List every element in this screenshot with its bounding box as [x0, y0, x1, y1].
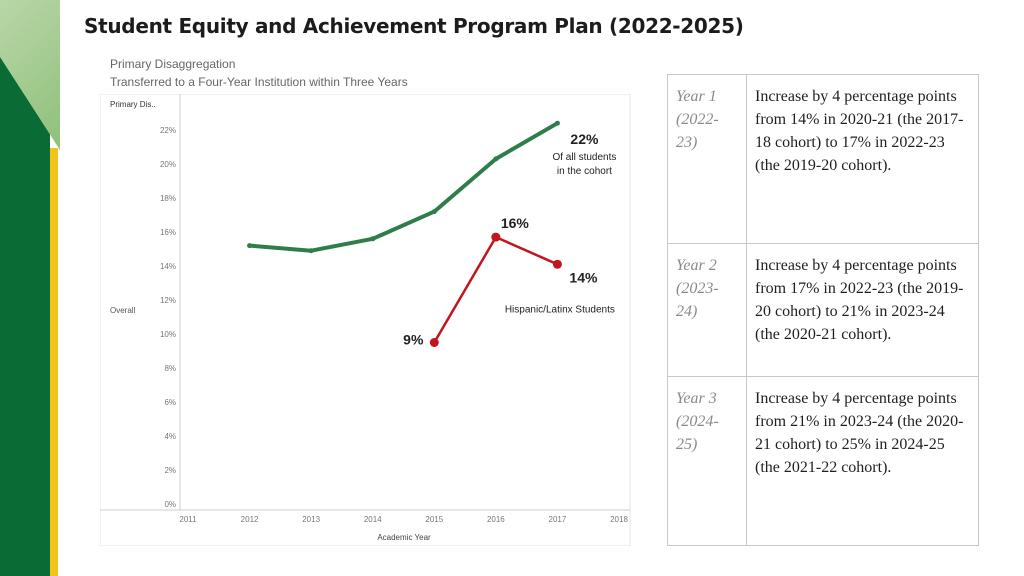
- y-tick-label: 20%: [160, 160, 176, 169]
- goal-row: Year 2 (2023-24) Increase by 4 percentag…: [667, 243, 979, 377]
- goal-text: Increase by 4 percentage points from 14%…: [746, 74, 979, 244]
- series-line-hispanic: [433, 235, 559, 344]
- x-tick-label: 2018: [610, 515, 628, 524]
- series-annotation: Hispanic/Latinx Students: [505, 304, 615, 315]
- x-tick-label: 2017: [549, 515, 567, 524]
- legend-header: Primary Dis..: [110, 100, 156, 109]
- goal-row: Year 1 (2022-23) Increase by 4 percentag…: [667, 74, 979, 244]
- goals-table: Year 1 (2022-23) Increase by 4 percentag…: [667, 74, 979, 546]
- y-tick-label: 18%: [160, 194, 176, 203]
- data-point-all: [247, 243, 253, 249]
- x-tick-label: 2015: [425, 515, 443, 524]
- goal-text: Increase by 4 percentage points from 21%…: [746, 376, 979, 546]
- data-label: 16%: [501, 215, 530, 231]
- y-tick-label: 6%: [164, 398, 176, 407]
- line-chart: Primary Dis.. Overall 0% 2% 4% 6% 8% 10% 12% 14% 1…: [100, 94, 631, 546]
- slide-title: Student Equity and Achievement Program P…: [84, 14, 744, 38]
- x-tick-label: 2013: [302, 515, 320, 524]
- y-tick-label: 2%: [164, 466, 176, 475]
- y-tick-label: 10%: [160, 330, 176, 339]
- y-tick-label: 16%: [160, 228, 176, 237]
- data-label: 14%: [569, 269, 598, 285]
- goal-year: Year 1 (2022-23): [667, 74, 747, 244]
- x-tick-label: 2012: [241, 515, 259, 524]
- series-annotation: Of all students: [552, 152, 616, 163]
- row-label: Overall: [110, 306, 136, 315]
- goal-year: Year 3 (2024-25): [667, 376, 747, 546]
- y-tick-label: 22%: [160, 126, 176, 135]
- data-label: 9%: [403, 332, 424, 348]
- chart-frame: [100, 94, 631, 546]
- y-tick-label: 8%: [164, 364, 176, 373]
- data-label: 22%: [570, 131, 599, 147]
- x-tick-label: 2011: [179, 515, 197, 524]
- side-bar-yellow: [50, 148, 58, 576]
- x-tick-label: 2016: [487, 515, 505, 524]
- goal-year: Year 2 (2023-24): [667, 243, 747, 377]
- chart-subtitle: Transferred to a Four-Year Institution w…: [110, 75, 408, 89]
- y-tick-label: 14%: [160, 262, 176, 271]
- data-point-all: [431, 209, 437, 215]
- data-point-all: [493, 156, 499, 162]
- y-tick-label: 0%: [164, 500, 176, 509]
- data-point-hispanic: [429, 338, 439, 347]
- data-point-all: [308, 248, 314, 254]
- goal-text: Increase by 4 percentage points from 17%…: [746, 243, 979, 377]
- y-tick-label: 4%: [164, 432, 176, 441]
- y-tick-label: 12%: [160, 296, 176, 305]
- data-point-hispanic: [552, 259, 562, 269]
- data-point-hispanic: [491, 232, 501, 242]
- series-annotation: in the cohort: [557, 166, 612, 177]
- chart-title: Primary Disaggregation: [110, 57, 236, 71]
- series-line-all: [247, 121, 560, 253]
- data-point-all: [370, 236, 376, 242]
- x-axis-label: Academic Year: [377, 533, 431, 542]
- data-point-all: [554, 120, 560, 126]
- x-tick-label: 2014: [364, 515, 382, 524]
- goal-row: Year 3 (2024-25) Increase by 4 percentag…: [667, 376, 979, 546]
